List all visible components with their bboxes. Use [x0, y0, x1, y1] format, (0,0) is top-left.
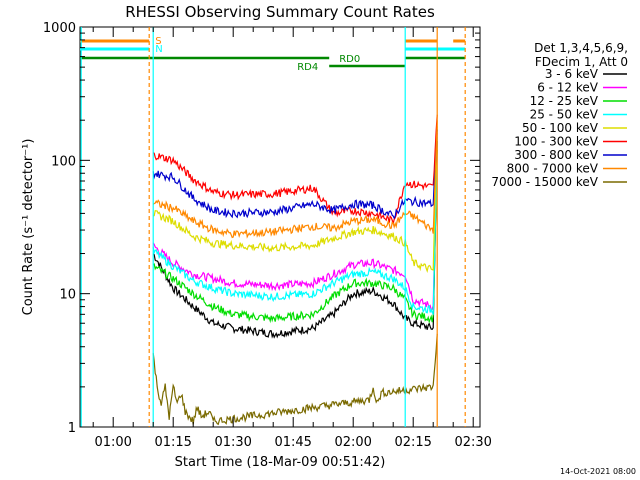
- x-tick-label: 01:00: [94, 435, 131, 450]
- legend-label: 800 - 7000 keV: [507, 162, 599, 176]
- x-axis-label: Start Time (18-Mar-09 00:51:42): [175, 455, 386, 470]
- x-tick-label: 02:15: [394, 435, 431, 450]
- x-tick-label: 02:00: [334, 435, 371, 450]
- y-axis: 1 10 100 1000: [43, 21, 480, 436]
- y-tick-label: 10: [59, 288, 76, 303]
- y-tick-label: 1: [68, 421, 76, 436]
- series-line-5: [152, 114, 438, 226]
- series-layer: [152, 114, 438, 426]
- legend-label: 25 - 50 keV: [530, 108, 599, 122]
- y-tick-label: 1000: [43, 21, 76, 36]
- x-tick-label: 01:30: [214, 435, 251, 450]
- legend-label: 7000 - 15000 keV: [491, 175, 598, 189]
- x-tick-label: 01:15: [154, 435, 191, 450]
- legend-label: 6 - 12 keV: [537, 81, 599, 95]
- series-line-3: [152, 136, 438, 316]
- legend-label: 12 - 25 keV: [530, 94, 599, 108]
- y-axis-label: Count Rate (s⁻¹ detector⁻¹): [21, 139, 36, 316]
- annotation-s: S: [155, 36, 161, 47]
- legend-label: 50 - 100 keV: [522, 121, 599, 135]
- annotation-n: N: [155, 44, 162, 55]
- attenuator-band-layer: [80, 39, 466, 68]
- series-line-8: [152, 333, 438, 426]
- series-line-7: [152, 120, 438, 239]
- legend-label: 300 - 800 keV: [514, 148, 598, 162]
- annotation-layer: SN RD0 RD4: [155, 36, 360, 73]
- x-tick-label: 01:45: [274, 435, 311, 450]
- series-line-1: [152, 133, 438, 311]
- marker-lines-layer: [80, 27, 466, 427]
- series-line-0: [152, 140, 438, 339]
- series-line-4: [153, 126, 438, 274]
- series-line-2: [152, 149, 438, 324]
- x-tick-label: 02:30: [454, 435, 491, 450]
- series-line-6: [152, 129, 438, 220]
- legend-header-line: Det 1,3,4,5,6,9,: [534, 41, 628, 55]
- y-tick-label: 100: [51, 154, 76, 169]
- annotation-rd0: RD0: [339, 54, 360, 65]
- plot-frame: [79, 26, 481, 428]
- legend: Det 1,3,4,5,6,9,FDecim 1, Att 03 - 6 keV…: [491, 41, 628, 189]
- legend-header-line: FDecim 1, Att 0: [535, 55, 628, 69]
- x-axis: 01:00 01:15 01:30 01:45 02:00 02:15 02:30: [92, 27, 492, 450]
- footer-date: 14-Oct-2021 08:00: [560, 467, 636, 476]
- legend-label: 3 - 6 keV: [545, 67, 599, 81]
- legend-label: 100 - 300 keV: [514, 135, 598, 149]
- annotation-rd4: RD4: [297, 62, 318, 73]
- chart-title: RHESSI Observing Summary Count Rates: [125, 3, 435, 21]
